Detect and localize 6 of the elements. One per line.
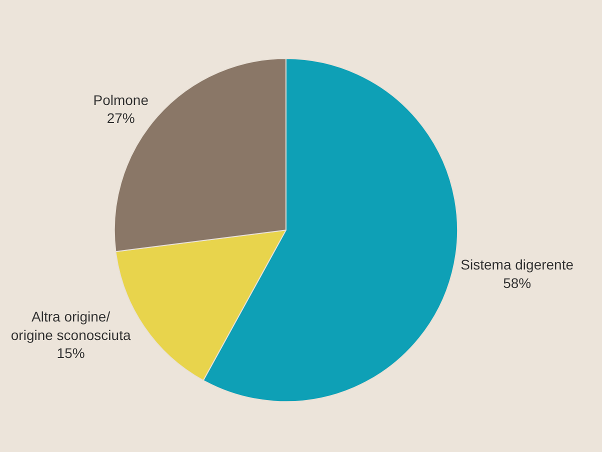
data-label: 58% [503, 274, 532, 291]
slice-label: Polmone [93, 92, 149, 108]
data-label: 15% [56, 344, 85, 361]
slice-label: Sistema digerente [460, 256, 574, 273]
data-label: 27% [106, 110, 135, 126]
slice-label: Altra origine/ origine sconosciuta [10, 308, 131, 343]
